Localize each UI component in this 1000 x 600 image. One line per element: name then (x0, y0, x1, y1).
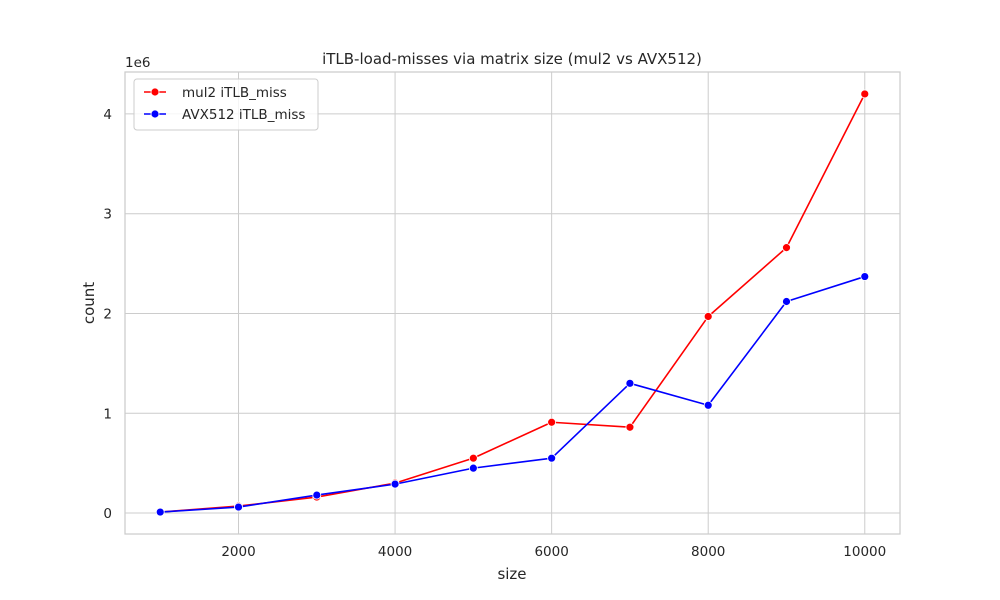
y-axis-label: count (80, 282, 98, 324)
y-tick-label: 2 (103, 306, 112, 322)
data-point (234, 502, 243, 512)
x-tick-label: 2000 (221, 544, 255, 560)
series-0 (155, 89, 870, 517)
legend-label-mul2: mul2 iTLB_miss (182, 85, 287, 101)
legend-marker-mul2 (150, 87, 160, 97)
legend-label-avx512: AVX512 iTLB_miss (182, 107, 305, 123)
y-tick-label: 4 (103, 107, 112, 123)
legend: mul2 iTLB_miss AVX512 iTLB_miss (133, 78, 319, 131)
x-tick-label: 8000 (691, 544, 725, 560)
y-tick-label: 3 (103, 207, 112, 223)
data-point (390, 479, 400, 489)
plot-frame (124, 71, 901, 535)
data-point (703, 400, 713, 410)
chart-title: iTLB-load-misses via matrix size (mul2 v… (322, 50, 702, 68)
x-tick-label: 10000 (843, 544, 886, 560)
series-layer (155, 89, 870, 517)
legend-marker-avx512 (150, 109, 160, 119)
data-point (625, 422, 635, 432)
x-axis-label: size (497, 565, 526, 583)
legend-box (133, 78, 319, 131)
tick-labels: 2000 4000 6000 8000 10000 0 1 2 3 4 (103, 107, 886, 560)
data-point (860, 89, 870, 99)
data-point (312, 490, 322, 500)
data-point (155, 507, 165, 517)
data-point (625, 378, 635, 388)
y-tick-label: 1 (103, 406, 112, 422)
y-tick-label: 0 (103, 506, 112, 522)
x-tick-label: 4000 (378, 544, 412, 560)
series-line (160, 275, 866, 513)
series-1 (155, 272, 870, 517)
data-point (468, 463, 478, 473)
data-point (703, 312, 713, 321)
data-point (547, 453, 557, 463)
data-point (860, 272, 870, 281)
data-point (782, 297, 791, 306)
grid (125, 72, 900, 534)
data-point (547, 417, 557, 427)
data-point (468, 453, 478, 463)
series-line (160, 93, 866, 513)
data-point (782, 243, 791, 253)
x-tick-label: 6000 (534, 544, 568, 560)
y-offset-label: 1e6 (125, 55, 150, 71)
